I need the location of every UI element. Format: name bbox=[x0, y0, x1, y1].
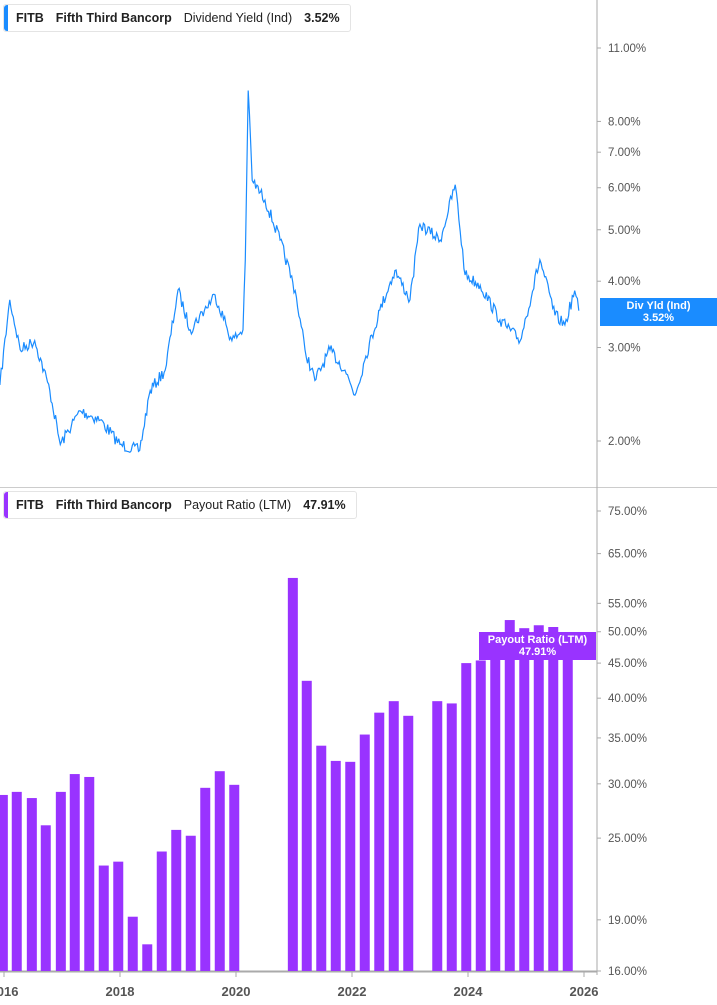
tag-value: 47.91% bbox=[518, 646, 557, 658]
payout-bar bbox=[113, 861, 124, 971]
payout-bar bbox=[432, 701, 443, 971]
payout-bar bbox=[0, 794, 8, 971]
payout-bar bbox=[200, 787, 211, 971]
x-tick-label: 2020 bbox=[222, 984, 251, 999]
y-tick-label: 4.00% bbox=[608, 276, 641, 288]
y-tick-label: 11.00% bbox=[608, 43, 646, 55]
x-tick-label: 2018 bbox=[106, 984, 135, 999]
payout-bar bbox=[374, 712, 385, 971]
payout-bar bbox=[55, 791, 66, 971]
current-payout-tag: Payout Ratio (LTM) 47.91% bbox=[479, 632, 596, 660]
payout-bar bbox=[330, 760, 341, 971]
legend-color-swatch bbox=[4, 492, 8, 518]
y-tick-label: 45.00% bbox=[608, 658, 647, 670]
y-tick-label: 75.00% bbox=[608, 506, 647, 518]
payout-bar bbox=[11, 791, 22, 971]
legend-ticker: FITB bbox=[16, 498, 44, 512]
payout-bar bbox=[446, 703, 457, 971]
tag-label: Payout Ratio (LTM) bbox=[487, 634, 588, 646]
y-tick-label: 50.00% bbox=[608, 627, 647, 639]
payout-bar bbox=[214, 771, 225, 971]
legend-metric: Dividend Yield (Ind) bbox=[183, 11, 293, 25]
y-tick-label: 35.00% bbox=[608, 733, 647, 745]
y-tick-label: 19.00% bbox=[608, 915, 647, 927]
x-tick-label: 2026 bbox=[570, 984, 599, 999]
y-tick-label: 16.00% bbox=[608, 966, 647, 978]
legend-company: Fifth Third Bancorp bbox=[55, 11, 172, 25]
tag-label: Div Yld (Ind) bbox=[626, 300, 691, 312]
payout-bar bbox=[490, 655, 501, 971]
y-tick-label: 6.00% bbox=[608, 183, 641, 195]
payout-bar bbox=[69, 774, 80, 971]
bottom-legend: FITB Fifth Third Bancorp Payout Ratio (L… bbox=[3, 491, 357, 519]
y-tick-label: 7.00% bbox=[608, 147, 641, 159]
y-tick-label: 40.00% bbox=[608, 693, 647, 705]
y-tick-label: 8.00% bbox=[608, 116, 641, 128]
payout-bar bbox=[461, 663, 472, 971]
payout-bar bbox=[185, 835, 196, 971]
payout-bar bbox=[475, 660, 486, 971]
payout-bar bbox=[403, 715, 414, 971]
payout-bar bbox=[316, 745, 327, 971]
payout-bar bbox=[301, 680, 312, 971]
current-yield-tag: Div Yld (Ind) 3.52% bbox=[600, 298, 717, 326]
payout-bar bbox=[26, 798, 37, 971]
legend-value: 47.91% bbox=[303, 498, 346, 512]
y-tick-label: 3.00% bbox=[608, 343, 641, 355]
tag-value: 3.52% bbox=[642, 312, 675, 324]
payout-bar bbox=[548, 627, 559, 971]
payout-bar bbox=[519, 628, 530, 971]
payout-bar bbox=[171, 829, 182, 971]
payout-bar bbox=[287, 577, 298, 971]
payout-bar bbox=[504, 620, 515, 971]
payout-bar bbox=[84, 776, 95, 971]
payout-bar bbox=[388, 701, 399, 971]
payout-bar bbox=[156, 851, 167, 971]
payout-bar bbox=[533, 625, 544, 971]
payout-bar bbox=[345, 761, 356, 971]
legend-metric: Payout Ratio (LTM) bbox=[183, 498, 292, 512]
legend-ticker: FITB bbox=[16, 11, 44, 25]
x-tick-label: 2022 bbox=[338, 984, 367, 999]
payout-bar bbox=[562, 644, 573, 971]
y-tick-label: 5.00% bbox=[608, 225, 641, 237]
y-tick-label: 2.00% bbox=[608, 436, 641, 448]
x-tick-label: 2024 bbox=[454, 984, 484, 999]
payout-bar bbox=[142, 944, 153, 971]
y-tick-label: 30.00% bbox=[608, 779, 647, 791]
dividend-yield-line bbox=[0, 90, 580, 454]
payout-bar bbox=[229, 784, 240, 971]
y-tick-label: 25.00% bbox=[608, 833, 647, 845]
top-legend: FITB Fifth Third Bancorp Dividend Yield … bbox=[3, 4, 351, 32]
y-tick-label: 55.00% bbox=[608, 598, 647, 610]
x-tick-label: 2016 bbox=[0, 984, 18, 999]
payout-bar bbox=[127, 916, 138, 971]
payout-bar bbox=[40, 825, 51, 971]
payout-bar bbox=[98, 865, 109, 971]
y-tick-label: 65.00% bbox=[608, 549, 647, 561]
legend-color-swatch bbox=[4, 5, 8, 31]
payout-bar bbox=[359, 734, 370, 971]
legend-company: Fifth Third Bancorp bbox=[55, 498, 172, 512]
legend-value: 3.52% bbox=[304, 11, 340, 25]
